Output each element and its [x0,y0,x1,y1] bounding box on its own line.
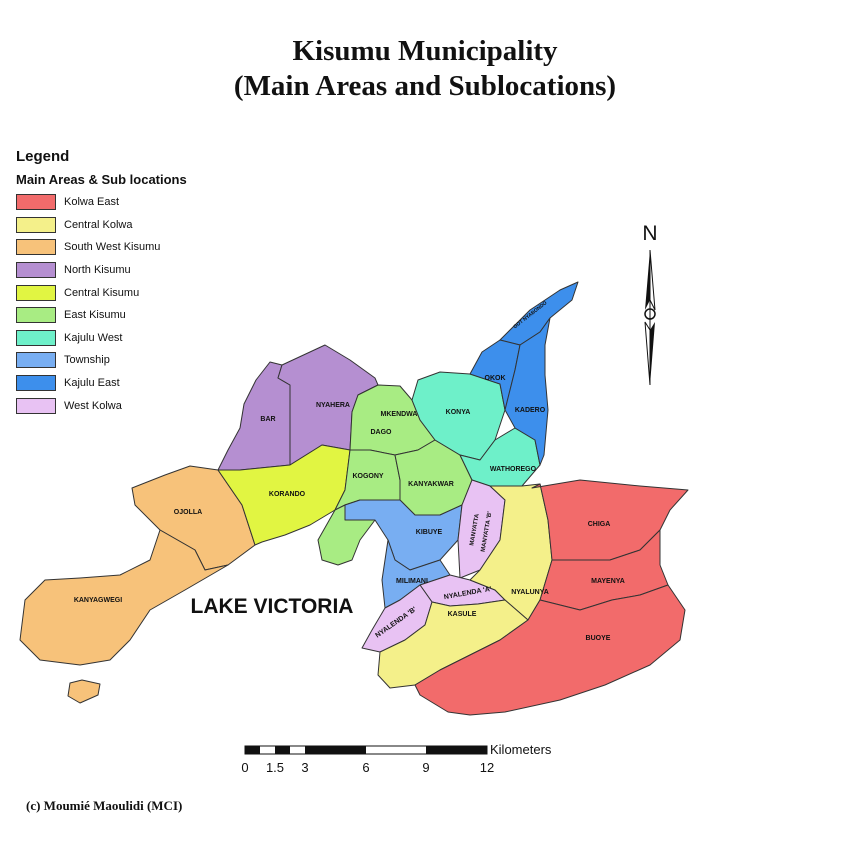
label-kanyagwegi: KANYAGWEGI [74,597,122,604]
label-chiga: CHIGA [588,521,611,528]
scale-bar: Kilometers 0 1.5 3 6 9 12 [241,742,552,775]
region-chiga [531,479,689,561]
label-wathorego: WATHOREGO [490,466,537,473]
legend-item: South West Kisumu [16,236,187,259]
label-buoye: BUOYE [586,635,611,642]
region-wathorego [459,427,541,487]
region-buoye [414,584,686,716]
region-island [67,679,101,704]
label-bar: BAR [260,416,275,423]
legend-swatch [16,239,56,256]
credit-text: (c) Moumié Maoulidi (MCI) [26,798,183,813]
legend-label: East Kisumu [64,309,126,322]
region-konya [411,371,506,461]
legend-swatch [16,262,56,279]
legend-swatch [16,216,56,233]
legend-label: Kajulu East [64,377,120,390]
label-mayenya: MAYENYA [591,578,625,585]
legend-item: Central Kisumu [16,281,187,304]
legend-label: Township [64,354,110,367]
legend-swatch [16,194,56,211]
legend-swatch [16,329,56,346]
scale-tick: 6 [362,760,369,775]
region-kanyagwegi [19,529,229,666]
legend-swatch [16,307,56,324]
legend-label: South West Kisumu [64,241,161,254]
legend-label: North Kisumu [64,264,131,277]
legend-items: Kolwa East Central Kolwa South West Kisumu… [16,191,187,417]
label-nyahera: NYAHERA [316,402,350,409]
legend-label: Kolwa East [64,196,120,209]
label-okok: OKOK [485,375,506,382]
legend-item: Kolwa East [16,191,187,214]
label-kibuye: KIBUYE [416,529,443,536]
label-dago: DAGO [371,429,393,436]
label-mkendwa: MKENDWA [381,411,418,418]
label-ojolla: OJOLLA [174,509,202,516]
north-arrow-icon: N [642,222,658,386]
label-konya: KONYA [446,409,471,416]
legend-label: West Kolwa [64,399,122,412]
legend-item: Township [16,349,187,372]
legend-label: Central Kisumu [64,286,140,299]
label-nyalunya: NYALUNYA [511,589,549,596]
label-kanyakwar: KANYAKWAR [408,481,454,488]
map-subtitle: (Main Areas and Sublocations) [233,70,617,102]
legend-swatch [16,352,56,369]
legend-swatch [16,284,56,301]
label-manyatta-a: MANYATTA [469,513,481,546]
scale-tick: 0 [241,760,248,775]
scale-unit: Kilometers [490,742,552,757]
legend-swatch [16,397,56,414]
legend-item: Kajulu West [16,327,187,350]
legend-item: East Kisumu [16,304,187,327]
region-kadero [504,317,551,466]
label-kogony: KOGONY [352,473,383,480]
legend-item: North Kisumu [16,259,187,282]
legend: Legend Main Areas & Sub locations Kolwa … [16,148,187,417]
legend-item: Kajulu East [16,372,187,395]
scale-tick: 3 [301,760,308,775]
scale-tick: 1.5 [266,760,284,775]
scale-tick: 9 [422,760,429,775]
lake-label: LAKE VICTORIA [191,595,354,618]
label-kadero: KADERO [515,407,546,414]
legend-subtitle: Main Areas & Sub locations [16,172,187,187]
legend-item: Central Kolwa [16,214,187,237]
label-milimani: MILIMANI [396,578,428,585]
legend-label: Central Kolwa [64,218,133,231]
label-korando: KORANDO [269,491,306,498]
legend-title: Legend [16,148,70,165]
scale-tick: 12 [480,760,494,775]
legend-item: West Kolwa [16,394,187,417]
north-label: N [642,222,657,245]
label-kasule: KASULE [448,611,477,618]
map-title: Kisumu Municipality [292,35,558,67]
legend-swatch [16,375,56,392]
legend-label: Kajulu West [64,331,123,344]
